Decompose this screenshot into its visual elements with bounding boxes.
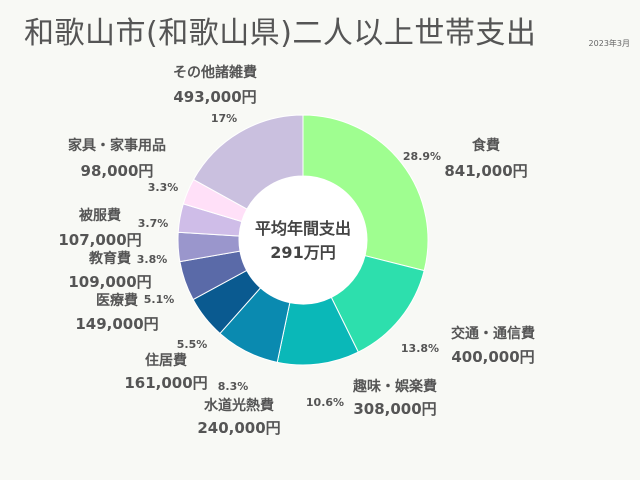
label-name-6: 医療費 — [96, 292, 138, 309]
label-name-7: 教育費 — [89, 250, 131, 267]
label-percent-6: 5.1% — [144, 293, 175, 306]
label-name-5: 住居費 — [145, 352, 187, 369]
label-amount-5: 161,000円 — [124, 374, 207, 392]
label-name-8: 被服費 — [79, 207, 121, 224]
label-amount-4: 240,000円 — [197, 419, 280, 437]
center-line2: 291万円 — [270, 243, 335, 262]
label-name-4: 水道光熱費 — [204, 397, 274, 414]
label-name-2: 交通・通信費 — [451, 325, 535, 342]
label-percent-3: 10.6% — [306, 396, 344, 409]
label-amount-10: 493,000円 — [173, 88, 256, 106]
label-name-1: 食費 — [472, 137, 500, 154]
center-line1: 平均年間支出 — [255, 219, 351, 238]
label-percent-1: 28.9% — [403, 150, 441, 163]
label-name-9: 家具・家事用品 — [68, 137, 166, 154]
label-percent-5: 5.5% — [177, 338, 208, 351]
label-percent-9: 3.3% — [148, 181, 179, 194]
chart-title: 和歌山市(和歌山県)二人以上世帯支出 — [24, 16, 537, 51]
label-amount-8: 107,000円 — [58, 231, 141, 249]
label-percent-4: 8.3% — [218, 380, 249, 393]
label-percent-8: 3.7% — [138, 217, 169, 230]
label-name-10: その他諸雑費 — [173, 64, 257, 81]
label-percent-10: 17% — [211, 112, 237, 125]
label-amount-3: 308,000円 — [353, 400, 436, 418]
donut-hole — [239, 176, 367, 304]
label-amount-7: 109,000円 — [68, 273, 151, 291]
label-amount-2: 400,000円 — [451, 348, 534, 366]
label-amount-6: 149,000円 — [75, 315, 158, 333]
label-name-3: 趣味・娯楽費 — [352, 378, 437, 395]
label-percent-2: 13.8% — [401, 342, 439, 355]
label-percent-7: 3.8% — [137, 253, 168, 266]
label-amount-9: 98,000円 — [81, 162, 154, 180]
label-amount-1: 841,000円 — [444, 162, 527, 180]
chart-date: 2023年3月 — [588, 39, 630, 48]
